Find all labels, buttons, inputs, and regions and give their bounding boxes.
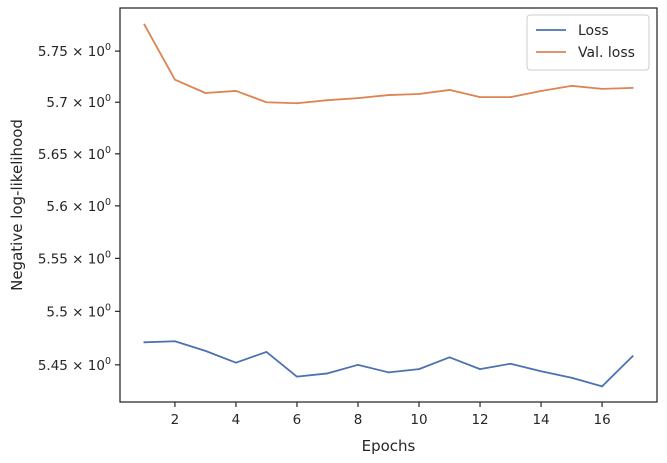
data-point (448, 89, 451, 91)
y-tick-label: 5.45 × 100 (38, 356, 111, 374)
data-point (265, 351, 268, 353)
data-point (296, 102, 298, 105)
data-point (235, 90, 237, 92)
legend-label: Val. loss (578, 45, 635, 61)
data-point (601, 385, 603, 388)
data-point (570, 84, 573, 87)
x-tick-label: 10 (410, 412, 427, 428)
data-point (479, 368, 481, 371)
data-point (387, 94, 390, 96)
x-tick-label: 16 (593, 412, 610, 428)
data-point (509, 96, 512, 99)
y-tick-label: 5.75 × 100 (38, 42, 111, 60)
data-point (204, 92, 207, 94)
y-axis-label: Negative log-likelihood (8, 119, 26, 291)
y-tick-label: 5.7 × 100 (46, 93, 111, 111)
data-point (448, 356, 451, 359)
data-point (631, 86, 634, 89)
data-point (601, 88, 603, 90)
x-tick-label: 4 (232, 412, 241, 428)
y-tick-label: 5.65 × 100 (38, 145, 111, 163)
legend-label: Loss (578, 23, 609, 39)
data-point (540, 90, 542, 92)
data-point (204, 349, 207, 352)
data-point (326, 99, 329, 102)
data-point (357, 363, 359, 366)
legend-box (526, 14, 650, 71)
data-point (143, 23, 146, 26)
data-point (387, 371, 390, 374)
x-tick-label: 12 (471, 412, 488, 428)
data-point (418, 93, 420, 95)
data-point (479, 96, 481, 99)
data-point (235, 361, 237, 364)
data-point (509, 362, 512, 365)
plot-area (120, 8, 657, 402)
data-point (174, 78, 176, 81)
y-tick-label: 5.55 × 100 (38, 249, 111, 267)
data-point (418, 368, 420, 371)
x-tick-label: 2 (171, 412, 180, 428)
series-layer (143, 23, 634, 388)
data-point (357, 97, 359, 100)
data-point (265, 101, 268, 104)
data-point (174, 340, 176, 343)
data-point (143, 341, 146, 344)
legend: Loss Val. loss (526, 14, 650, 71)
x-axis: 2 4 6 8 10 12 14 16 (171, 402, 611, 428)
data-point (631, 355, 634, 358)
data-point (570, 376, 573, 379)
data-point (296, 375, 298, 378)
plot-frame (119, 7, 658, 403)
x-tick-label: 8 (354, 412, 363, 428)
x-tick-label: 6 (293, 412, 302, 428)
data-point (326, 372, 329, 375)
y-tick-label: 5.6 × 100 (46, 197, 111, 215)
x-tick-label: 14 (532, 412, 549, 428)
data-point (540, 370, 542, 373)
y-tick-label: 5.5 × 100 (46, 302, 111, 320)
x-axis-label: Epochs (362, 437, 416, 455)
y-axis: 5.45 × 100 5.5 × 100 5.55 × 100 5.6 × 100 5.… (38, 42, 120, 374)
